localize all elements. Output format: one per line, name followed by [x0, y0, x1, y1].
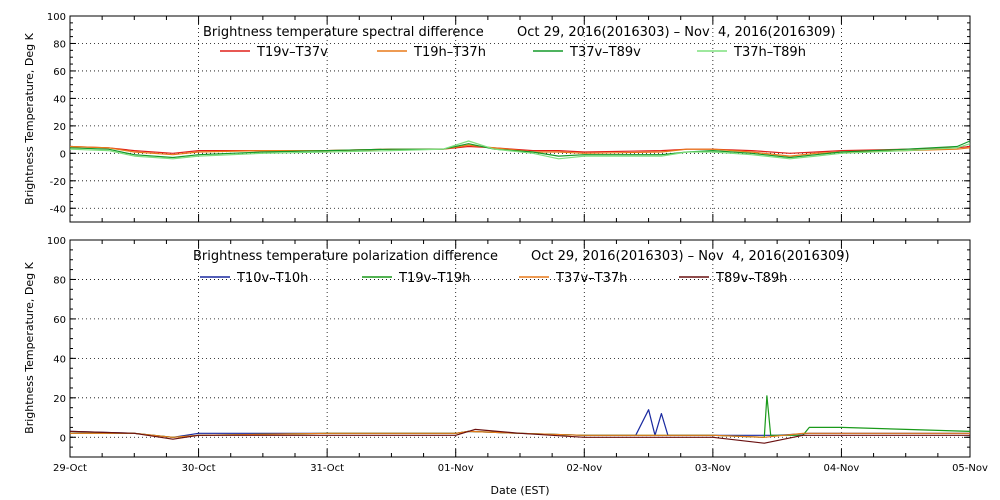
- series-line: [69, 140, 971, 159]
- y-tick-label: 100: [47, 236, 66, 247]
- bottom-y-axis-label: Brightness Temperature, Deg K: [23, 261, 36, 433]
- x-tick-label: 31-Oct: [310, 463, 344, 474]
- polarization-difference-panel: 0 20 40 60 80 100 29-Oct 30-Oct 31-Oct 01-Nov 02-…: [23, 236, 988, 497]
- legend-label: T10v–T10h: [236, 271, 308, 286]
- legend-label: T37v–T37h: [555, 271, 627, 286]
- spectral-difference-panel: -40 -20 0 20 40 60 80 100 Brightness temperatur…: [23, 12, 971, 223]
- y-tick-label: -20: [50, 177, 66, 188]
- series-line: [69, 428, 970, 444]
- top-x-ticks: [69, 16, 971, 222]
- top-plot-frame: [69, 15, 971, 223]
- series-line: [70, 430, 970, 438]
- legend-label: T19v–T19h: [398, 271, 470, 286]
- series-line: [69, 140, 971, 160]
- series-line: [69, 144, 971, 157]
- x-tick-label: 02-Nov: [566, 463, 602, 474]
- bottom-chart-title: Brightness temperature polarization diff…: [193, 249, 498, 264]
- bottom-legend: T10v–T10h T19v–T19h T37v–T37h T89v–T89h: [200, 271, 787, 286]
- y-tick-label: 80: [53, 275, 66, 286]
- series-line: [69, 409, 970, 438]
- legend-label: T89v–T89h: [715, 271, 787, 286]
- top-gridlines: [70, 16, 970, 222]
- bottom-chart-date-range: Oct 29, 2016(2016303) – Nov 4, 2016(2016…: [531, 249, 850, 264]
- legend-label: T37h–T89h: [733, 45, 806, 60]
- series-line: [69, 145, 971, 154]
- y-tick-label: 60: [53, 315, 66, 326]
- legend-label: T19v–T37v: [256, 45, 328, 60]
- y-tick-label: 60: [53, 67, 66, 78]
- x-axis-label: Date (EST): [490, 484, 549, 497]
- bottom-plot-frame: [69, 239, 971, 458]
- x-tick-label: 03-Nov: [695, 463, 731, 474]
- y-tick-label: -40: [50, 204, 66, 215]
- y-tick-label: 100: [47, 12, 66, 23]
- top-y-axis-label: Brightness Temperature, Deg K: [23, 32, 36, 204]
- x-tick-label: 30-Oct: [182, 463, 216, 474]
- x-tick-label: 29-Oct: [53, 463, 87, 474]
- x-tick-label: 05-Nov: [952, 463, 988, 474]
- top-legend: T19v–T37v T19h–T37h T37v–T89v T37h–T89h: [220, 45, 806, 60]
- bottom-gridlines: [70, 240, 970, 457]
- legend-label: T19h–T37h: [413, 45, 486, 60]
- y-tick-label: 40: [53, 354, 66, 365]
- top-chart-date-range: Oct 29, 2016(2016303) – Nov 4, 2016(2016…: [517, 25, 836, 40]
- bottom-x-ticks: 29-Oct 30-Oct 31-Oct 01-Nov 02-Nov 03-Nov 04-N…: [53, 240, 988, 474]
- top-y-ticks: -40 -20 0 20 40 60 80 100: [47, 12, 970, 223]
- y-tick-label: 20: [53, 394, 66, 405]
- y-tick-label: 0: [60, 149, 66, 160]
- y-tick-label: 80: [53, 39, 66, 50]
- legend-label: T37v–T89v: [569, 45, 641, 60]
- x-tick-label: 01-Nov: [438, 463, 474, 474]
- y-tick-label: 20: [53, 122, 66, 133]
- y-tick-label: 40: [53, 94, 66, 105]
- series-line: [70, 395, 971, 438]
- bottom-y-ticks: 0 20 40 60 80 100: [47, 236, 970, 458]
- x-tick-label: 04-Nov: [823, 463, 859, 474]
- top-chart-title: Brightness temperature spectral differen…: [203, 25, 484, 40]
- bottom-series-lines: [69, 395, 971, 444]
- top-series-lines: [69, 140, 971, 160]
- y-tick-label: 0: [60, 433, 66, 444]
